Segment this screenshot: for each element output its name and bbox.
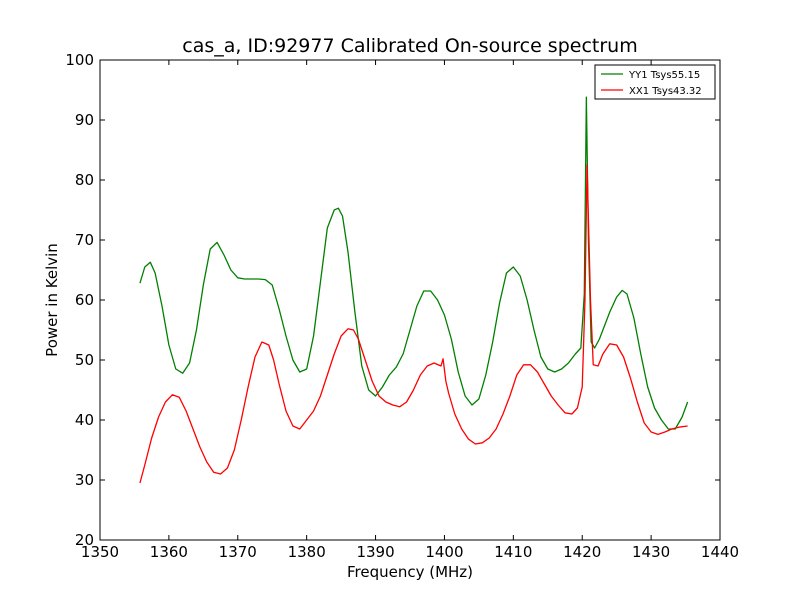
ticks-layer: 1350 1360 1370 1380 1390 1400 1410 1420 1430 1440… (65, 51, 739, 561)
legend-box (594, 64, 716, 100)
series-line-0 (139, 96, 689, 430)
plot-frame (99, 59, 721, 541)
x-tick-label: 1350 (81, 543, 119, 561)
x-tick-label: 1400 (425, 543, 463, 561)
y-tick-label: 70 (75, 231, 94, 249)
y-tick-label: 20 (75, 531, 94, 549)
y-tick-label: 100 (65, 51, 94, 69)
series-layer (139, 96, 689, 484)
x-tick-label: 1420 (563, 543, 601, 561)
legend-entry-yy1: YY1 Tsys55.15 (628, 70, 700, 81)
legend-entry-xx1: XX1 Tsys43.32 (629, 86, 702, 97)
chart-title: cas_a, ID:92977 Calibrated On-source spe… (182, 35, 637, 57)
y-tick-label: 80 (75, 171, 94, 189)
legend: YY1 Tsys55.15 XX1 Tsys43.32 (594, 64, 716, 100)
x-tick-label: 1370 (219, 543, 257, 561)
y-tick-label: 90 (75, 111, 94, 129)
y-axis-label: Power in Kelvin (43, 243, 61, 357)
y-tick-label: 60 (75, 291, 94, 309)
series-line-1 (139, 164, 688, 484)
x-tick-label: 1390 (356, 543, 394, 561)
y-tick-label: 40 (75, 411, 94, 429)
x-axis-label: Frequency (MHz) (347, 563, 473, 581)
x-tick-label: 1410 (494, 543, 532, 561)
x-tick-label: 1430 (632, 543, 670, 561)
y-tick-label: 50 (75, 351, 94, 369)
x-tick-label: 1360 (150, 543, 188, 561)
x-tick-label: 1440 (701, 543, 739, 561)
y-tick-label: 30 (75, 471, 94, 489)
x-tick-label: 1380 (288, 543, 326, 561)
